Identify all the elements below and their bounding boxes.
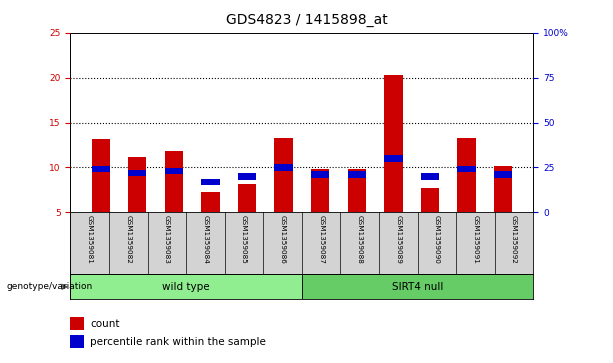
Bar xyxy=(494,166,512,212)
Text: GSM1359090: GSM1359090 xyxy=(434,215,440,264)
Bar xyxy=(348,169,366,212)
Bar xyxy=(128,170,147,176)
Bar xyxy=(302,274,533,299)
Text: SIRT4 null: SIRT4 null xyxy=(392,282,443,292)
Text: wild type: wild type xyxy=(162,282,210,292)
Text: GSM1359088: GSM1359088 xyxy=(357,215,363,264)
Text: GSM1359082: GSM1359082 xyxy=(125,215,131,264)
Bar xyxy=(457,166,476,172)
Text: genotype/variation: genotype/variation xyxy=(6,282,93,291)
Bar xyxy=(494,171,512,178)
Bar xyxy=(91,139,110,212)
Text: percentile rank within the sample: percentile rank within the sample xyxy=(90,337,266,347)
Text: GSM1359083: GSM1359083 xyxy=(164,215,170,264)
Bar xyxy=(457,138,476,212)
Text: count: count xyxy=(90,319,120,329)
Bar xyxy=(91,166,110,172)
Bar xyxy=(238,173,256,180)
Bar xyxy=(165,168,183,174)
Bar xyxy=(201,179,219,185)
Text: GSM1359089: GSM1359089 xyxy=(395,215,402,264)
Bar xyxy=(70,335,84,348)
Bar xyxy=(70,317,84,330)
Bar xyxy=(128,157,147,212)
Text: GSM1359085: GSM1359085 xyxy=(241,215,247,264)
Bar xyxy=(421,188,439,212)
Bar xyxy=(384,75,403,212)
Text: GSM1359086: GSM1359086 xyxy=(280,215,286,264)
Bar xyxy=(238,184,256,212)
Text: GSM1359081: GSM1359081 xyxy=(87,215,93,264)
Text: GDS4823 / 1415898_at: GDS4823 / 1415898_at xyxy=(226,13,387,27)
Bar xyxy=(421,173,439,180)
Text: GSM1359092: GSM1359092 xyxy=(511,215,517,264)
Text: GSM1359084: GSM1359084 xyxy=(202,215,208,264)
Bar xyxy=(275,164,293,171)
Bar xyxy=(311,171,329,178)
Bar xyxy=(384,155,403,162)
Bar xyxy=(348,171,366,178)
Text: GSM1359087: GSM1359087 xyxy=(318,215,324,264)
Bar xyxy=(275,138,293,212)
Bar xyxy=(165,151,183,212)
Bar xyxy=(201,192,219,212)
Bar xyxy=(311,169,329,212)
Text: GSM1359091: GSM1359091 xyxy=(473,215,479,264)
Bar xyxy=(70,274,302,299)
